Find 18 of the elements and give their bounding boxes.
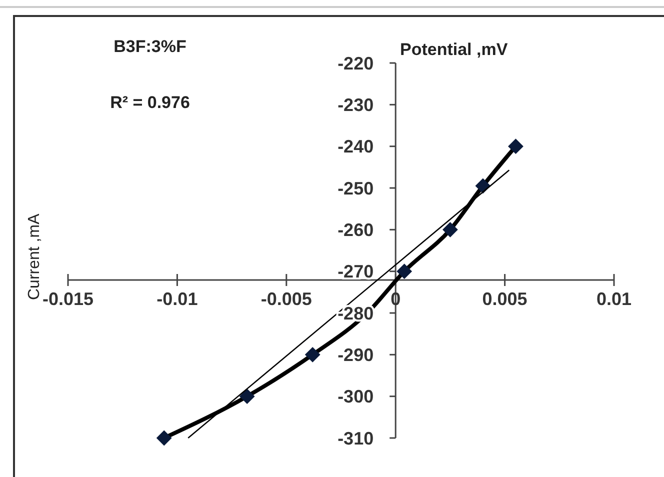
x-axis-title: Potential ,mV (400, 40, 508, 59)
x-tick-label: -0.005 (260, 289, 312, 309)
y-tick-label: -310 (338, 428, 374, 448)
x-tick-label: 0.01 (596, 289, 632, 309)
y-tick-label: -220 (338, 53, 374, 74)
y-axis-title: Current ,mA (26, 213, 43, 300)
chart-title: B3F:3%F (114, 37, 186, 56)
y-tick-label: -260 (338, 220, 374, 240)
y-tick-label: -240 (338, 136, 374, 157)
x-tick-label: -0.01 (156, 289, 198, 309)
y-tick-label: -250 (338, 178, 374, 198)
y-tick-label: -270 (338, 262, 374, 282)
annotation: R² = 0.976 (110, 93, 190, 112)
y-tick-label: -290 (338, 344, 374, 365)
y-tick-label: -300 (338, 386, 374, 407)
x-tick-label: -0.015 (42, 289, 94, 309)
x-tick-label: 0.005 (482, 289, 528, 309)
y-tick-label: -230 (338, 94, 374, 115)
